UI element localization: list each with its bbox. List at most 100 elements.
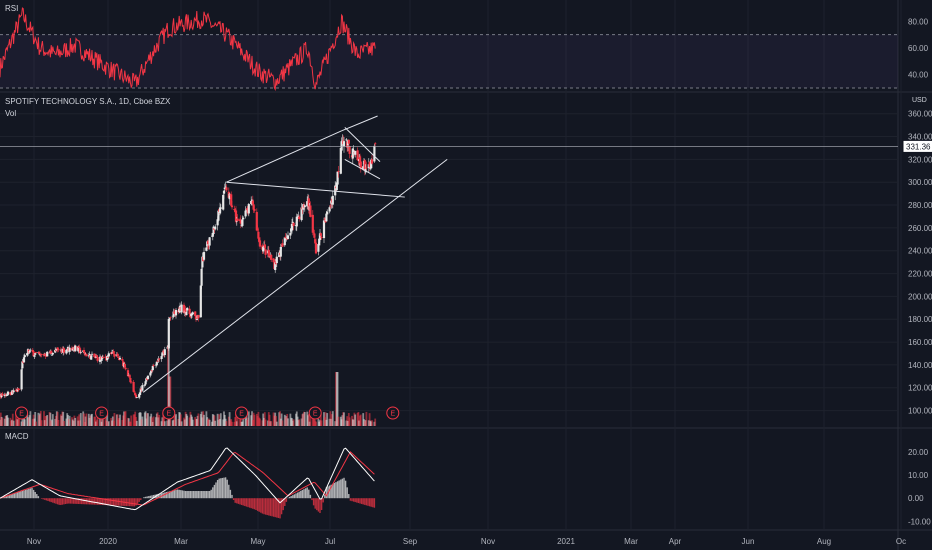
macd-histogram-bar (138, 498, 140, 502)
macd-pane[interactable] (0, 447, 376, 519)
macd-histogram-bar (44, 498, 46, 500)
volume-bar (280, 413, 283, 426)
candle-body (71, 349, 74, 351)
macd-histogram-bar (136, 498, 139, 504)
flag-lower-line (344, 158, 381, 180)
macd-histogram-bar (148, 496, 150, 499)
trendline-drawings[interactable] (0, 115, 898, 393)
macd-histogram-bar (31, 487, 33, 499)
volume-bar (175, 414, 177, 426)
macd-histogram-bar (186, 491, 188, 499)
volume-bar (368, 413, 371, 426)
macd-histogram-bar (204, 491, 206, 499)
candle-body (212, 226, 215, 234)
candle-body (314, 242, 318, 254)
macd-histogram-bar (68, 498, 70, 504)
candle-body (185, 311, 188, 316)
earnings-marker (386, 406, 400, 420)
candle-body (241, 219, 244, 226)
macd-histogram-bar (144, 496, 147, 499)
rsi-axis-tick-label: 80.00 (908, 17, 929, 26)
macd-histogram-bar (237, 498, 240, 504)
candle-body (347, 139, 350, 144)
macd-histogram-bar (272, 498, 275, 517)
volume-bar (180, 421, 183, 426)
candle-body (345, 139, 348, 141)
candle-body (337, 171, 340, 172)
time-axis-tick-label: Oc (896, 537, 906, 546)
macd-histogram-bar (356, 498, 358, 503)
macd-histogram-bar (316, 498, 318, 511)
macd-histogram-bar (64, 498, 67, 505)
candle-body (112, 351, 115, 354)
macd-histogram-bar (130, 498, 132, 507)
price-axis-tick-label: 100.00 (908, 407, 932, 416)
macd-histogram-bar (263, 498, 265, 515)
volume-bar (91, 413, 93, 426)
volume-bar (186, 415, 189, 426)
macd-histogram-bar (167, 491, 169, 499)
candle-body (354, 150, 357, 155)
volume-bars (0, 345, 377, 426)
candle-body (335, 182, 338, 191)
resistance-trendline (226, 130, 342, 183)
candle-body (312, 232, 315, 234)
candle-body (358, 157, 362, 164)
rsi-pane[interactable] (0, 7, 898, 92)
candle-body (362, 166, 365, 170)
volume-bar (163, 421, 166, 426)
macd-histogram-bar (23, 490, 25, 499)
candle-body (18, 389, 21, 391)
volume-bar (203, 414, 205, 426)
candle-body (334, 185, 337, 196)
macd-histogram-bar (221, 477, 224, 499)
candle-body (94, 356, 98, 358)
macd-histogram-bar (58, 498, 60, 505)
candle-body (230, 205, 234, 208)
macd-histogram-bar (135, 498, 137, 506)
volume-bar (253, 414, 256, 426)
macd-histogram-bar (183, 490, 185, 499)
candle-body (351, 148, 354, 159)
macd-histogram-bar (364, 498, 366, 505)
macd-histogram-bar (208, 491, 211, 499)
candlesticks[interactable] (0, 134, 377, 400)
volume-bar (7, 417, 9, 426)
volume-bar (57, 419, 60, 426)
macd-histogram-bar (215, 482, 217, 499)
candle-body (128, 374, 131, 378)
macd-histogram-bar (2, 497, 4, 499)
candle-body (116, 353, 119, 357)
candle-body (188, 308, 191, 315)
volume-bar (298, 419, 301, 426)
time-axis[interactable]: Nov 2020 Mar May Jul Sep Nov 2021 Mar Apr Jun Aug Oc (27, 537, 906, 546)
candle-body (51, 352, 54, 355)
volume-bar (169, 376, 172, 426)
candle-body (31, 349, 34, 353)
candle-body (328, 207, 331, 212)
candle-body (135, 397, 138, 398)
volume-bar (268, 414, 271, 426)
candle-body (133, 391, 136, 393)
time-axis-tick-label: Aug (817, 537, 831, 546)
macd-histogram-bar (250, 498, 252, 509)
macd-histogram-bar (191, 491, 193, 499)
volume-bar (29, 411, 32, 426)
macd-histogram-bar (114, 498, 116, 506)
macd-label: MACD (5, 432, 29, 441)
candle-body (296, 217, 299, 219)
macd-histogram-bar (170, 490, 172, 499)
price-axis-tick-label: 240.00 (908, 247, 932, 256)
volume-bar (106, 412, 109, 426)
volume-bar (329, 411, 332, 426)
volume-bar (239, 415, 242, 426)
macd-histogram-bar (253, 498, 256, 510)
macd-histogram-bar (82, 498, 84, 505)
price-axis[interactable]: 40.00 60.00 80.00 100.00 120.00 140.00 160.00 1… (902, 17, 932, 526)
macd-histogram-bar (232, 498, 235, 500)
candle-body (9, 392, 12, 395)
macd-histogram-bar (168, 491, 171, 499)
macd-axis-tick-label: 10.00 (908, 471, 929, 480)
